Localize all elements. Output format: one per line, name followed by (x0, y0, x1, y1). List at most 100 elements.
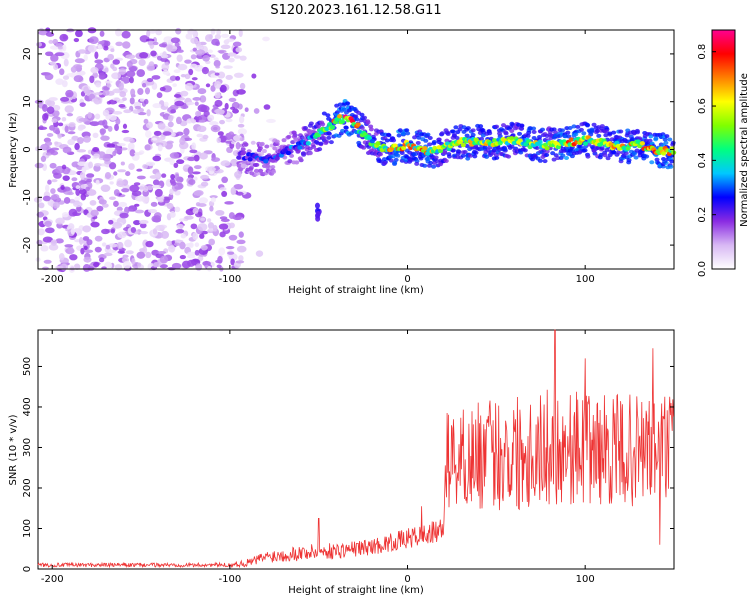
noise-cell (50, 54, 59, 62)
halo-cell (433, 155, 439, 160)
noise-cell (77, 161, 88, 166)
halo-cell (462, 150, 468, 155)
noise-cell (158, 43, 167, 48)
halo-cell (578, 127, 584, 132)
noise-cell (219, 187, 227, 191)
halo-cell (564, 155, 570, 160)
noise-cell (142, 164, 148, 169)
noise-cell (110, 228, 115, 234)
noise-cell (50, 150, 59, 156)
noise-cell (202, 54, 210, 62)
noise-cell (129, 184, 140, 193)
noise-cell (184, 215, 194, 220)
noise-cell (88, 161, 94, 169)
noise-cell (190, 37, 199, 44)
noise-cell (107, 53, 114, 61)
halo-cell (423, 138, 429, 143)
noise-cell (179, 137, 186, 146)
noise-cell (174, 173, 180, 182)
halo-cell (388, 158, 394, 163)
ridge-cell (366, 135, 373, 141)
noise-cell (98, 199, 107, 205)
halo-cell (470, 128, 476, 133)
halo-cell (386, 133, 392, 138)
noise-cell (177, 63, 188, 71)
halo-cell (526, 130, 532, 135)
noise-cell (90, 66, 99, 74)
halo-cell (352, 106, 358, 111)
snr-x-ticks: -200 -100 0 100 (41, 330, 595, 585)
noise-cell (136, 69, 146, 78)
halo-cell (604, 147, 610, 152)
noise-cell (51, 193, 60, 200)
halo-cell (413, 152, 419, 157)
halo-cell (308, 121, 314, 126)
noise-cell (62, 175, 70, 181)
noise-cell (169, 104, 179, 110)
noise-cell (216, 137, 221, 144)
ridge-cell (305, 141, 311, 146)
halo-cell (450, 129, 456, 134)
noise-cell (112, 111, 123, 115)
noise-cell (150, 201, 158, 207)
noise-cell (230, 141, 236, 145)
halo-cell (566, 134, 572, 139)
noise-cell (119, 212, 129, 219)
noise-cell (176, 131, 184, 136)
noise-cell (102, 153, 111, 162)
noise-cell (125, 54, 136, 60)
noise-cell (174, 206, 181, 213)
halo-cell (596, 133, 602, 138)
ridge-cell (327, 122, 333, 127)
noise-cell (200, 181, 209, 187)
halo-cell (531, 129, 537, 134)
halo-cell (478, 124, 484, 129)
noise-cell (62, 146, 72, 154)
halo-cell (517, 131, 523, 136)
halo-cell (582, 148, 588, 153)
ridge-cell (375, 141, 381, 146)
noise-cell (233, 183, 244, 190)
noise-cell (166, 44, 173, 52)
noise-cell (146, 109, 151, 117)
halo-cell (473, 150, 479, 155)
x-tick-label: -200 (41, 274, 64, 285)
noise-cell (187, 166, 194, 175)
halo-cell (270, 164, 276, 169)
noise-cell (77, 136, 84, 145)
halo-cell (518, 150, 524, 155)
noise-cell (225, 38, 235, 42)
noise-cell (236, 191, 244, 196)
y-tick-label: -20 (22, 237, 33, 253)
noise-cell (116, 241, 124, 250)
noise-cell (79, 171, 86, 180)
noise-cell (230, 258, 235, 266)
noise-cell (42, 236, 53, 243)
noise-cell (54, 52, 65, 57)
noise-cell (70, 66, 77, 73)
halo-cell (318, 141, 324, 146)
x-tick-label: 0 (404, 274, 410, 285)
spectrogram-x-ticks: -200 -100 0 100 (41, 30, 595, 285)
noise-cell (145, 161, 156, 166)
noise-cell (147, 40, 154, 46)
noise-cell (105, 244, 111, 250)
noise-cell (237, 128, 247, 136)
noise-cell (136, 175, 146, 180)
noise-cell (78, 117, 88, 122)
halo-cell (567, 126, 573, 131)
halo-cell (509, 128, 515, 133)
noise-cell (94, 92, 103, 96)
halo-cell (250, 140, 256, 145)
noise-cell (238, 29, 243, 38)
halo-cell (299, 135, 305, 140)
halo-cell (472, 154, 478, 159)
noise-cell (146, 121, 153, 129)
noise-cell (163, 197, 170, 204)
y-tick-label: 100 (22, 519, 33, 538)
ridge-cell (661, 151, 667, 156)
noise-cell (112, 59, 120, 65)
halo-cell (603, 129, 609, 134)
halo-cell (324, 139, 330, 144)
